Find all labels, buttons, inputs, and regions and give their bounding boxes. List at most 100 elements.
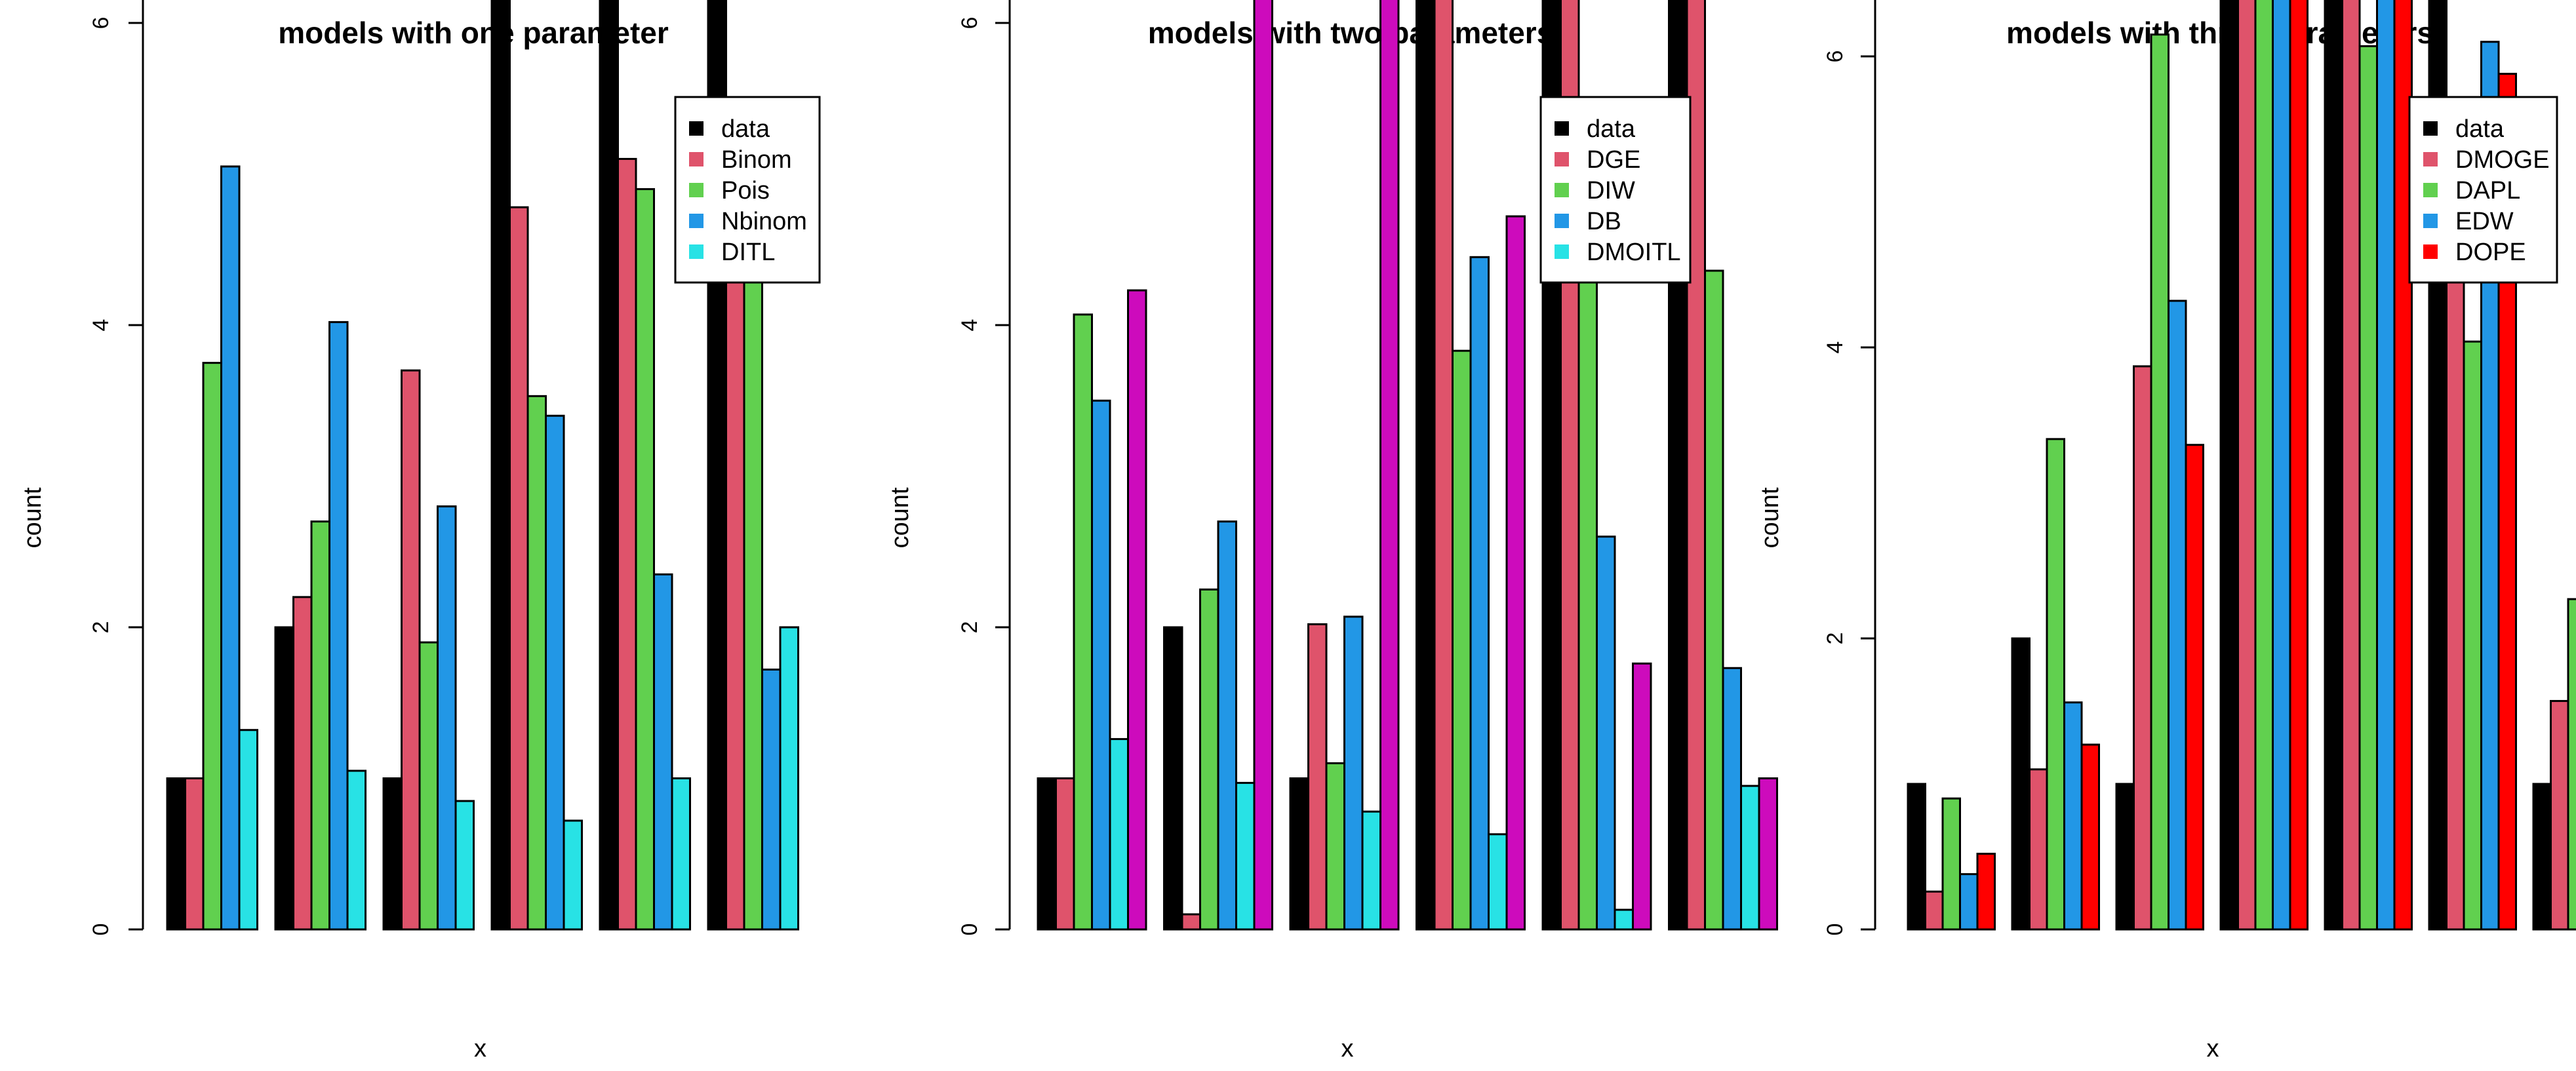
legend-label-binom: Binom: [721, 146, 792, 174]
x-axis-label: x: [474, 1035, 486, 1062]
legend-label-diw: DIW: [1587, 177, 1635, 204]
bar-series-6-4: [1505, 215, 1526, 931]
bar-data-2: [2011, 637, 2031, 931]
bar-dapl-5: [2358, 45, 2378, 931]
legend-swatch-nbinom: [689, 214, 703, 228]
legend-label-edw: EDW: [2455, 208, 2514, 235]
y-tick-label: 2: [957, 621, 982, 634]
bar-data-1: [1037, 777, 1057, 931]
bar-data-5: [2324, 0, 2343, 931]
bar-pois-5: [635, 188, 655, 931]
bar-db-5: [1596, 536, 1616, 931]
legend-swatch-data: [689, 121, 703, 136]
legend-swatch-data: [1555, 121, 1569, 136]
bar-dope-1: [1976, 853, 1996, 931]
y-axis-label: count: [886, 487, 914, 548]
bar-data-4: [490, 0, 511, 931]
bar-dmoitl-1: [1109, 738, 1129, 931]
bar-dope-4: [2289, 0, 2308, 931]
bar-binom-5: [617, 157, 637, 931]
bar-edw-5: [2376, 0, 2396, 931]
legend-label-pois: Pois: [721, 177, 770, 204]
bar-db-1: [1091, 399, 1111, 931]
bar-data-5: [599, 0, 619, 931]
legend-swatch-dmoitl: [1555, 244, 1569, 259]
bar-dapl-1: [1941, 797, 1961, 931]
legend-swatch-dmoge: [2423, 152, 2438, 166]
y-tick-label: 6: [957, 17, 982, 29]
bar-dmoge-6: [2446, 179, 2465, 931]
bar-data-2: [1163, 626, 1183, 931]
chart-panel-1: models with one parameter0246810countxda…: [19, 0, 821, 1062]
bar-dge-2: [1181, 913, 1201, 931]
bar-dge-1: [1055, 777, 1075, 931]
bar-data-3: [382, 777, 403, 931]
legend-label-nbinom: Nbinom: [721, 208, 807, 235]
bar-diw-5: [1577, 195, 1598, 931]
bar-diw-4: [1452, 349, 1472, 931]
y-axis-label: count: [19, 487, 47, 548]
chart-panel-3: models with three parameters0246810count…: [1756, 0, 2576, 1062]
bar-dge-4: [1433, 0, 1454, 931]
legend-label-dope: DOPE: [2455, 239, 2526, 266]
legend-label-ditl: DITL: [721, 239, 775, 266]
bar-dapl-2: [2046, 438, 2065, 931]
bar-series-6-2: [1253, 0, 1273, 931]
bar-data-4: [2219, 0, 2239, 931]
y-tick-label: 4: [89, 319, 113, 332]
bar-data-7: [2532, 783, 2552, 931]
bar-nbinom-1: [220, 165, 241, 931]
y-tick-label: 4: [957, 319, 982, 332]
bar-dmoitl-6: [1740, 785, 1760, 931]
bar-data-2: [274, 626, 294, 931]
bar-series-6-1: [1127, 289, 1147, 931]
bar-dge-3: [1307, 623, 1328, 931]
bar-nbinom-4: [545, 414, 565, 931]
bar-edw-4: [2272, 0, 2291, 931]
bar-series-6-5: [1632, 662, 1652, 931]
bar-pois-3: [418, 641, 439, 931]
chart-title: models with two parameters: [1148, 16, 1554, 50]
bar-ditl-3: [454, 800, 475, 931]
bar-pois-4: [526, 395, 547, 931]
bar-db-4: [1469, 256, 1490, 931]
bar-diw-2: [1199, 588, 1219, 931]
legend-swatch-db: [1555, 214, 1569, 228]
legend-swatch-edw: [2423, 214, 2438, 228]
y-tick-label: 6: [89, 17, 113, 29]
bar-dapl-7: [2567, 598, 2576, 931]
y-tick-label: 4: [1823, 341, 1848, 354]
bar-edw-3: [2168, 300, 2187, 931]
x-axis-label: x: [1341, 1035, 1354, 1062]
y-tick-label: 0: [1823, 924, 1848, 936]
legend-label-db: DB: [1587, 208, 1621, 235]
bar-nbinom-5: [653, 573, 673, 931]
bar-binom-2: [292, 596, 313, 931]
bar-data-4: [1416, 0, 1436, 931]
bar-pois-1: [202, 362, 222, 931]
bar-series-6-6: [1758, 777, 1778, 931]
bar-ditl-4: [563, 819, 583, 931]
bar-ditl-5: [671, 777, 691, 931]
bar-nbinom-6: [761, 669, 782, 931]
bar-edw-1: [1959, 873, 1979, 931]
legend-swatch-dge: [1555, 152, 1569, 166]
bar-diw-6: [1704, 269, 1724, 931]
bar-dmoge-3: [2133, 365, 2152, 931]
legend-label-dge: DGE: [1587, 146, 1640, 174]
bar-diw-3: [1325, 762, 1345, 931]
bar-binom-3: [401, 369, 421, 931]
y-tick-label: 2: [89, 621, 113, 634]
bar-ditl-2: [346, 769, 367, 931]
bar-dapl-3: [2150, 33, 2170, 931]
chart-panel-2: models with two parameters0246810countxd…: [886, 0, 1778, 1062]
legend-swatch-pois: [689, 183, 703, 197]
y-tick-label: 0: [957, 924, 982, 936]
bar-dmoitl-2: [1235, 781, 1256, 931]
bar-diw-1: [1073, 313, 1093, 931]
legend-swatch-ditl: [689, 244, 703, 259]
legend-swatch-dapl: [2423, 183, 2438, 197]
bar-dapl-4: [2254, 0, 2274, 931]
bar-nbinom-2: [328, 321, 349, 931]
